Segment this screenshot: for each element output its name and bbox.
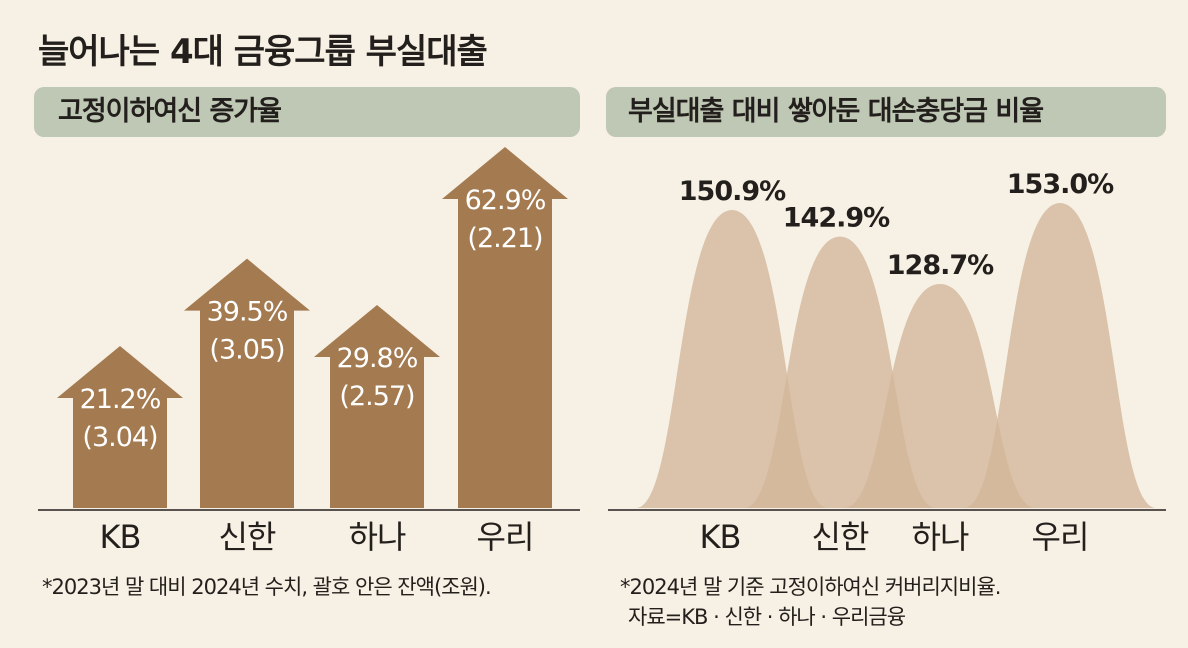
arrow-value-label: 39.5% xyxy=(207,297,288,328)
category-label: KB xyxy=(700,518,741,556)
hump-value-label: 153.0% xyxy=(1007,169,1114,200)
arrow-신한 xyxy=(184,258,310,508)
category-label: 신한 xyxy=(812,518,869,556)
coverage-ratio-hump-chart: 150.9% KB 142.9% 신한 128.7% 하나 153.0% 우리 xyxy=(608,169,1166,556)
arrow-balance-label: (3.04) xyxy=(82,422,157,453)
category-label: 하나 xyxy=(912,518,969,556)
npl-growth-arrow-chart: 21.2% (3.04) KB 39.5% (3.05) 신한 29.8% (2.57) 하나 6… xyxy=(38,147,580,556)
arrow-balance-label: (2.57) xyxy=(339,381,414,412)
arrow-value-label: 29.8% xyxy=(337,343,418,374)
category-label: 우리 xyxy=(477,518,534,556)
right-footnote-line-2: 자료=KB · 신한 · 하나 · 우리금융 xyxy=(628,605,906,629)
category-label: 신한 xyxy=(219,518,276,556)
category-label: 우리 xyxy=(1032,518,1089,556)
hump-하나 xyxy=(844,283,1036,508)
arrow-balance-label: (2.21) xyxy=(467,223,542,254)
arrow-balance-label: (3.05) xyxy=(209,335,284,366)
hump-value-label: 142.9% xyxy=(783,203,890,234)
hump-value-label: 150.9% xyxy=(679,176,786,207)
arrow-value-label: 21.2% xyxy=(80,384,161,415)
page-title: 늘어나는 4대 금융그룹 부실대출 xyxy=(38,32,488,72)
arrow-value-label: 62.9% xyxy=(465,185,546,216)
category-label: KB xyxy=(100,518,141,556)
right-footnote-line-1: *2024년 말 기준 고정이하여신 커버리지비율. xyxy=(620,575,1001,599)
right-footnote: *2024년 말 기준 고정이하여신 커버리지비율. 자료=KB · 신한 · … xyxy=(620,572,1001,632)
left-chart-title: 고정이하여신 증가율 xyxy=(34,87,580,137)
arrow-KB xyxy=(57,346,183,508)
right-chart-title: 부실대출 대비 쌓아둔 대손충당금 비율 xyxy=(606,87,1166,137)
category-label: 하나 xyxy=(349,518,406,556)
arrow-하나 xyxy=(314,304,440,508)
left-footnote: *2023년 말 대비 2024년 수치, 괄호 안은 잔액(조원). xyxy=(42,575,492,599)
hump-우리 xyxy=(964,203,1156,508)
arrow-우리 xyxy=(442,147,568,508)
hump-value-label: 128.7% xyxy=(887,250,994,281)
